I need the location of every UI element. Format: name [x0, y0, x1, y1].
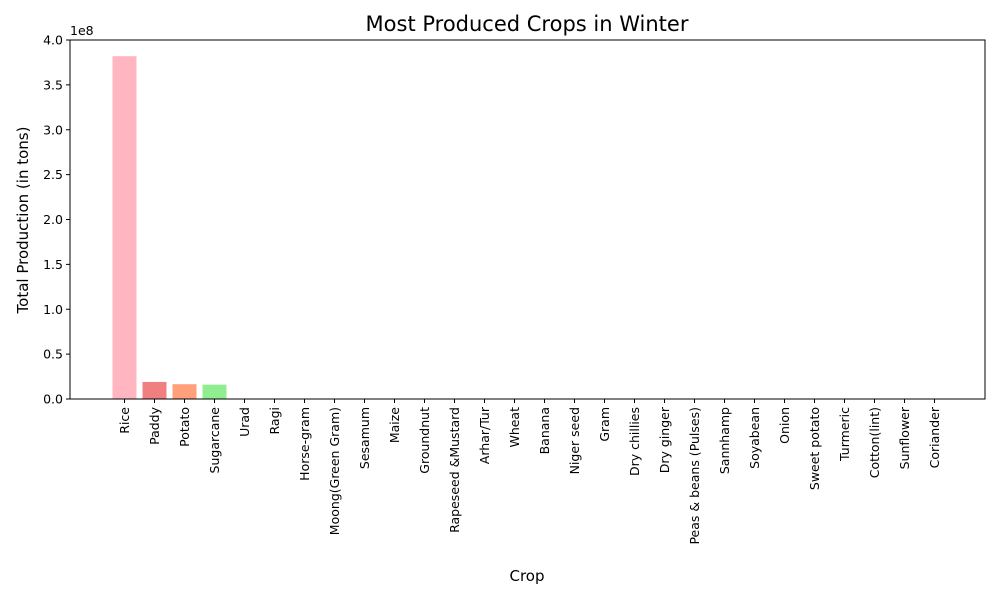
x-tick-label: Cotton(lint) — [867, 407, 882, 478]
x-tick-label: Maize — [387, 407, 402, 443]
x-tick-label: Arhar/Tur — [477, 406, 492, 464]
y-tick-label: 4.0 — [43, 33, 63, 48]
x-tick-label: Niger seed — [567, 407, 582, 474]
x-tick-label: Onion — [777, 407, 792, 444]
x-tick-label: Groundnut — [417, 407, 432, 474]
chart-title: Most Produced Crops in Winter — [366, 12, 689, 36]
x-tick-label: Sugarcane — [207, 407, 222, 474]
y-axis-label: Total Production (in tons) — [14, 127, 32, 315]
bars-group — [112, 56, 947, 399]
y-tick-label: 1.5 — [43, 257, 63, 272]
x-tick-label: Turmeric — [837, 407, 852, 462]
x-tick-label: Dry chillies — [627, 407, 642, 476]
y-tick-label: 3.0 — [43, 122, 63, 137]
x-tick-label: Rice — [117, 407, 132, 434]
x-axis-label: Crop — [509, 567, 544, 585]
x-tick-label: Gram — [597, 407, 612, 442]
x-tick-label: Sweet potato — [807, 407, 822, 490]
x-tick-label: Sunflower — [897, 406, 912, 469]
x-tick-label: Soyabean — [747, 407, 762, 469]
x-tick-label: Dry ginger — [657, 406, 672, 473]
bar-sugarcane — [202, 384, 227, 399]
bar-paddy — [142, 381, 167, 399]
bar-rice — [112, 56, 137, 399]
x-tick-label: Coriander — [927, 406, 942, 468]
plot-frame — [69, 39, 986, 400]
x-tick-label: Sannhamp — [717, 407, 732, 474]
x-tick-label: Sesamum — [357, 407, 372, 469]
x-axis-ticks: Rice Paddy Potato Sugarcane Urad Ragi Horse-gr… — [117, 399, 942, 545]
bar-potato — [172, 384, 197, 399]
y-axis-ticks: 0.0 0.5 1.0 1.5 2.0 2.5 3.0 3.5 4.0 — [43, 33, 70, 407]
x-tick-label: Rapeseed &Mustard — [447, 407, 462, 533]
y-tick-label: 2.5 — [43, 167, 63, 182]
x-tick-label: Moong(Green Gram) — [327, 407, 342, 535]
y-tick-label: 1.0 — [43, 302, 63, 317]
y-tick-label: 0.5 — [43, 347, 63, 362]
y-tick-label: 2.0 — [43, 212, 63, 227]
x-tick-label: Banana — [537, 407, 552, 454]
y-tick-label: 3.5 — [43, 77, 63, 92]
x-tick-label: Ragi — [267, 407, 282, 434]
x-tick-label: Paddy — [147, 406, 162, 445]
x-tick-label: Peas & beans (Pulses) — [687, 407, 702, 545]
x-tick-label: Wheat — [507, 407, 522, 448]
x-tick-label: Urad — [237, 407, 252, 437]
y-multiplier-label: 1e8 — [70, 23, 94, 38]
y-tick-label: 0.0 — [43, 392, 63, 407]
x-tick-label: Potato — [177, 407, 192, 447]
x-tick-label: Horse-gram — [297, 407, 312, 481]
